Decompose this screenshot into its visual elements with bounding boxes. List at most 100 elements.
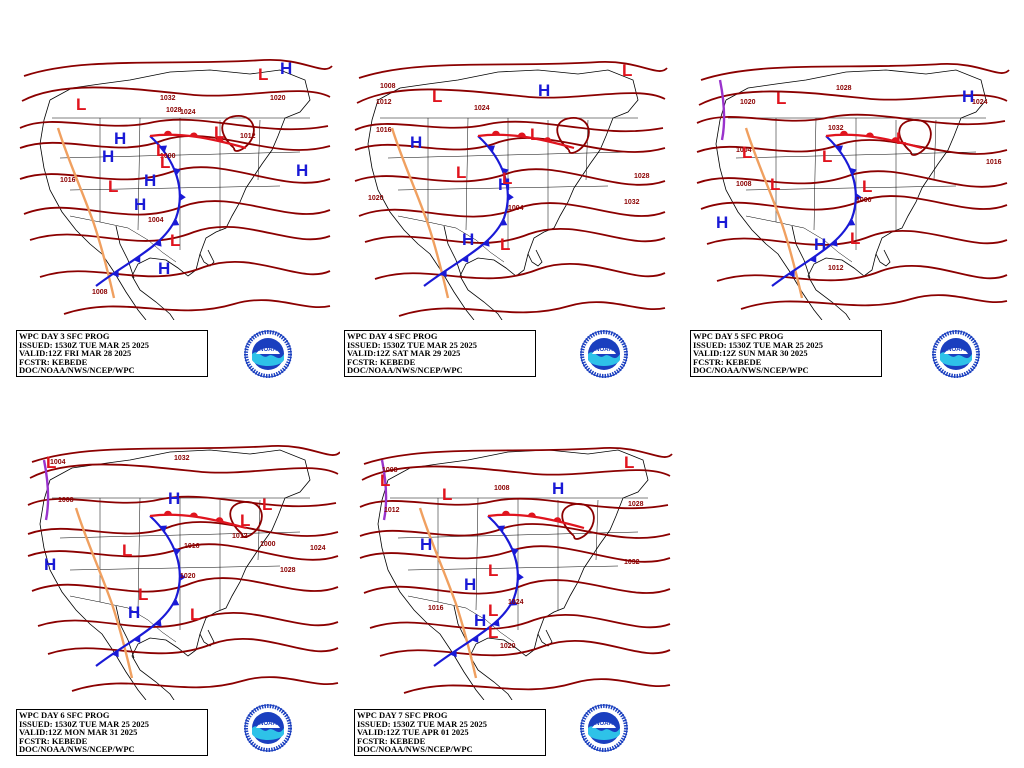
low-pressure-center: L xyxy=(258,65,268,84)
warm-front-semicircle xyxy=(865,132,874,138)
high-pressure-center: H xyxy=(962,87,974,106)
warm-front-semicircle xyxy=(215,517,224,523)
warm-front-semicircle xyxy=(501,510,510,515)
coastline xyxy=(443,225,463,279)
low-pressure-center: L xyxy=(776,89,786,108)
warm-front-semicircle xyxy=(891,137,900,143)
cold-front-triangle xyxy=(855,193,862,202)
isobar xyxy=(27,495,337,508)
state-border xyxy=(69,215,177,263)
isobar-label: 1000 xyxy=(260,541,276,548)
noaa-logo: NOAA xyxy=(580,704,628,752)
isobar-label: 1020 xyxy=(368,195,384,202)
high-pressure-center: H xyxy=(814,235,826,254)
cold-front xyxy=(95,135,186,287)
low-pressure-center: L xyxy=(530,125,540,144)
cold-front-triangle xyxy=(787,270,795,278)
state-border xyxy=(407,565,619,571)
isobar xyxy=(363,447,673,465)
logo-wave xyxy=(252,352,284,366)
cold-front-triangle xyxy=(154,239,162,247)
cold-front-triangle xyxy=(154,619,162,627)
coastline xyxy=(387,449,649,700)
high-pressure-center: H xyxy=(114,129,126,148)
isobar xyxy=(696,113,1006,126)
state-border xyxy=(257,119,261,181)
panel-title: WPC DAY 4 SFC PROG xyxy=(347,331,438,341)
warm-front-semicircle xyxy=(553,517,562,523)
panel-info-box: WPC DAY 6 SFC PROG ISSUED: 1530Z TUE MAR… xyxy=(16,709,208,756)
isobar xyxy=(358,202,666,218)
low-pressure-center: L xyxy=(502,169,512,188)
cold-front-triangle xyxy=(835,145,843,153)
coastline xyxy=(715,99,823,320)
logo-lettering-ring xyxy=(580,330,628,378)
isobar-label: 1016 xyxy=(376,127,392,134)
isobar-label: 1024 xyxy=(474,105,490,112)
cold-front-triangle xyxy=(510,598,518,606)
panel-forecaster: FCSTR: KEBEDE xyxy=(347,356,416,367)
logo-text: NOAA xyxy=(595,347,613,353)
isobar-label: 1016 xyxy=(986,159,1002,166)
noaa-logo: NOAA xyxy=(932,330,980,378)
state-border xyxy=(137,117,141,231)
high-pressure-center: H xyxy=(144,171,156,190)
panel-issued: ISSUED: 1530Z TUE MAR 25 2025 xyxy=(347,339,477,350)
noaa-logo: NOAA xyxy=(244,330,292,378)
cold-front-triangle xyxy=(173,167,181,176)
cold-front-triangle xyxy=(492,619,500,627)
low-pressure-center: L xyxy=(380,471,390,490)
cold-front xyxy=(95,515,186,667)
cold-front-triangle xyxy=(482,239,490,247)
cold-front-triangle xyxy=(501,167,509,176)
isobar xyxy=(740,294,1008,310)
high-pressure-center: H xyxy=(134,195,146,214)
isobar-layer xyxy=(696,63,1010,310)
cold-front-line xyxy=(95,135,181,287)
panel-agency: DOC/NOAA/NWS/NCEP/WPC xyxy=(347,365,463,376)
isobar xyxy=(23,200,331,216)
coastline xyxy=(199,629,215,647)
warm-front xyxy=(487,510,585,530)
high-pressure-center: H xyxy=(462,230,474,249)
cold-front-triangle xyxy=(511,547,519,556)
isobar-label: 1024 xyxy=(180,109,196,116)
isobar-layer xyxy=(27,445,340,692)
panel-valid: VALID:12Z SAT MAR 29 2025 xyxy=(347,348,461,359)
warm-front xyxy=(825,130,923,150)
warm-front xyxy=(149,510,247,530)
isobar-label: 1004 xyxy=(50,459,66,466)
coastline xyxy=(725,69,987,320)
isobar xyxy=(37,611,339,628)
panel-info-box: WPC DAY 3 SFC PROG ISSUED: 1530Z TUE MAR… xyxy=(16,330,208,377)
state-border xyxy=(475,497,479,611)
isobar xyxy=(31,445,340,463)
isobar xyxy=(561,503,595,540)
isobar xyxy=(363,579,671,595)
high-pressure-center: H xyxy=(102,147,114,166)
isobar xyxy=(29,225,331,242)
isobar-layer xyxy=(359,447,673,694)
isobar-label: 1012 xyxy=(240,133,256,140)
trough-line xyxy=(74,507,134,679)
isobar-label: 1028 xyxy=(836,85,852,92)
cold-front-triangle xyxy=(507,193,514,202)
coastline-layer xyxy=(367,69,639,320)
warm-front-semicircle xyxy=(215,137,224,143)
panel-issued: ISSUED: 1530Z TUE MAR 25 2025 xyxy=(357,718,487,729)
state-border xyxy=(397,215,505,263)
panel-agency: DOC/NOAA/NWS/NCEP/WPC xyxy=(357,744,473,755)
isobar xyxy=(29,463,339,479)
coastline xyxy=(377,479,485,700)
isobar xyxy=(369,613,671,630)
panel-valid: VALID:12Z TUE APR 01 2025 xyxy=(357,727,469,738)
isobar-label: 1012 xyxy=(828,265,844,272)
panel-title: WPC DAY 6 SFC PROG xyxy=(19,710,110,720)
isobar xyxy=(354,137,666,153)
warm-front-semicircle xyxy=(163,510,172,515)
cold-front-triangle xyxy=(471,635,479,643)
cold-front-triangle xyxy=(848,218,856,226)
coastline xyxy=(875,249,891,267)
surface-map: 103210281024102010161012100810041000HHHH… xyxy=(19,59,333,320)
panel-title: WPC DAY 7 SFC PROG xyxy=(357,710,448,720)
